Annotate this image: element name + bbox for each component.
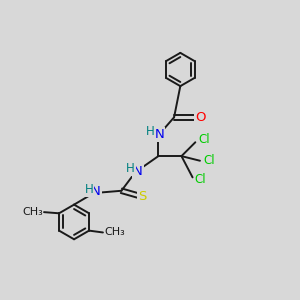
Text: N: N xyxy=(133,165,142,178)
Text: S: S xyxy=(138,190,146,203)
Text: H: H xyxy=(146,125,155,138)
Text: H: H xyxy=(85,183,93,196)
Text: Cl: Cl xyxy=(199,134,210,146)
Text: CH₃: CH₃ xyxy=(22,207,43,217)
Text: Cl: Cl xyxy=(203,154,215,167)
Text: CH₃: CH₃ xyxy=(104,227,125,238)
Text: Cl: Cl xyxy=(195,173,206,186)
Text: O: O xyxy=(195,111,206,124)
Text: N: N xyxy=(155,128,164,141)
Text: H: H xyxy=(126,162,135,175)
Text: N: N xyxy=(91,185,101,198)
